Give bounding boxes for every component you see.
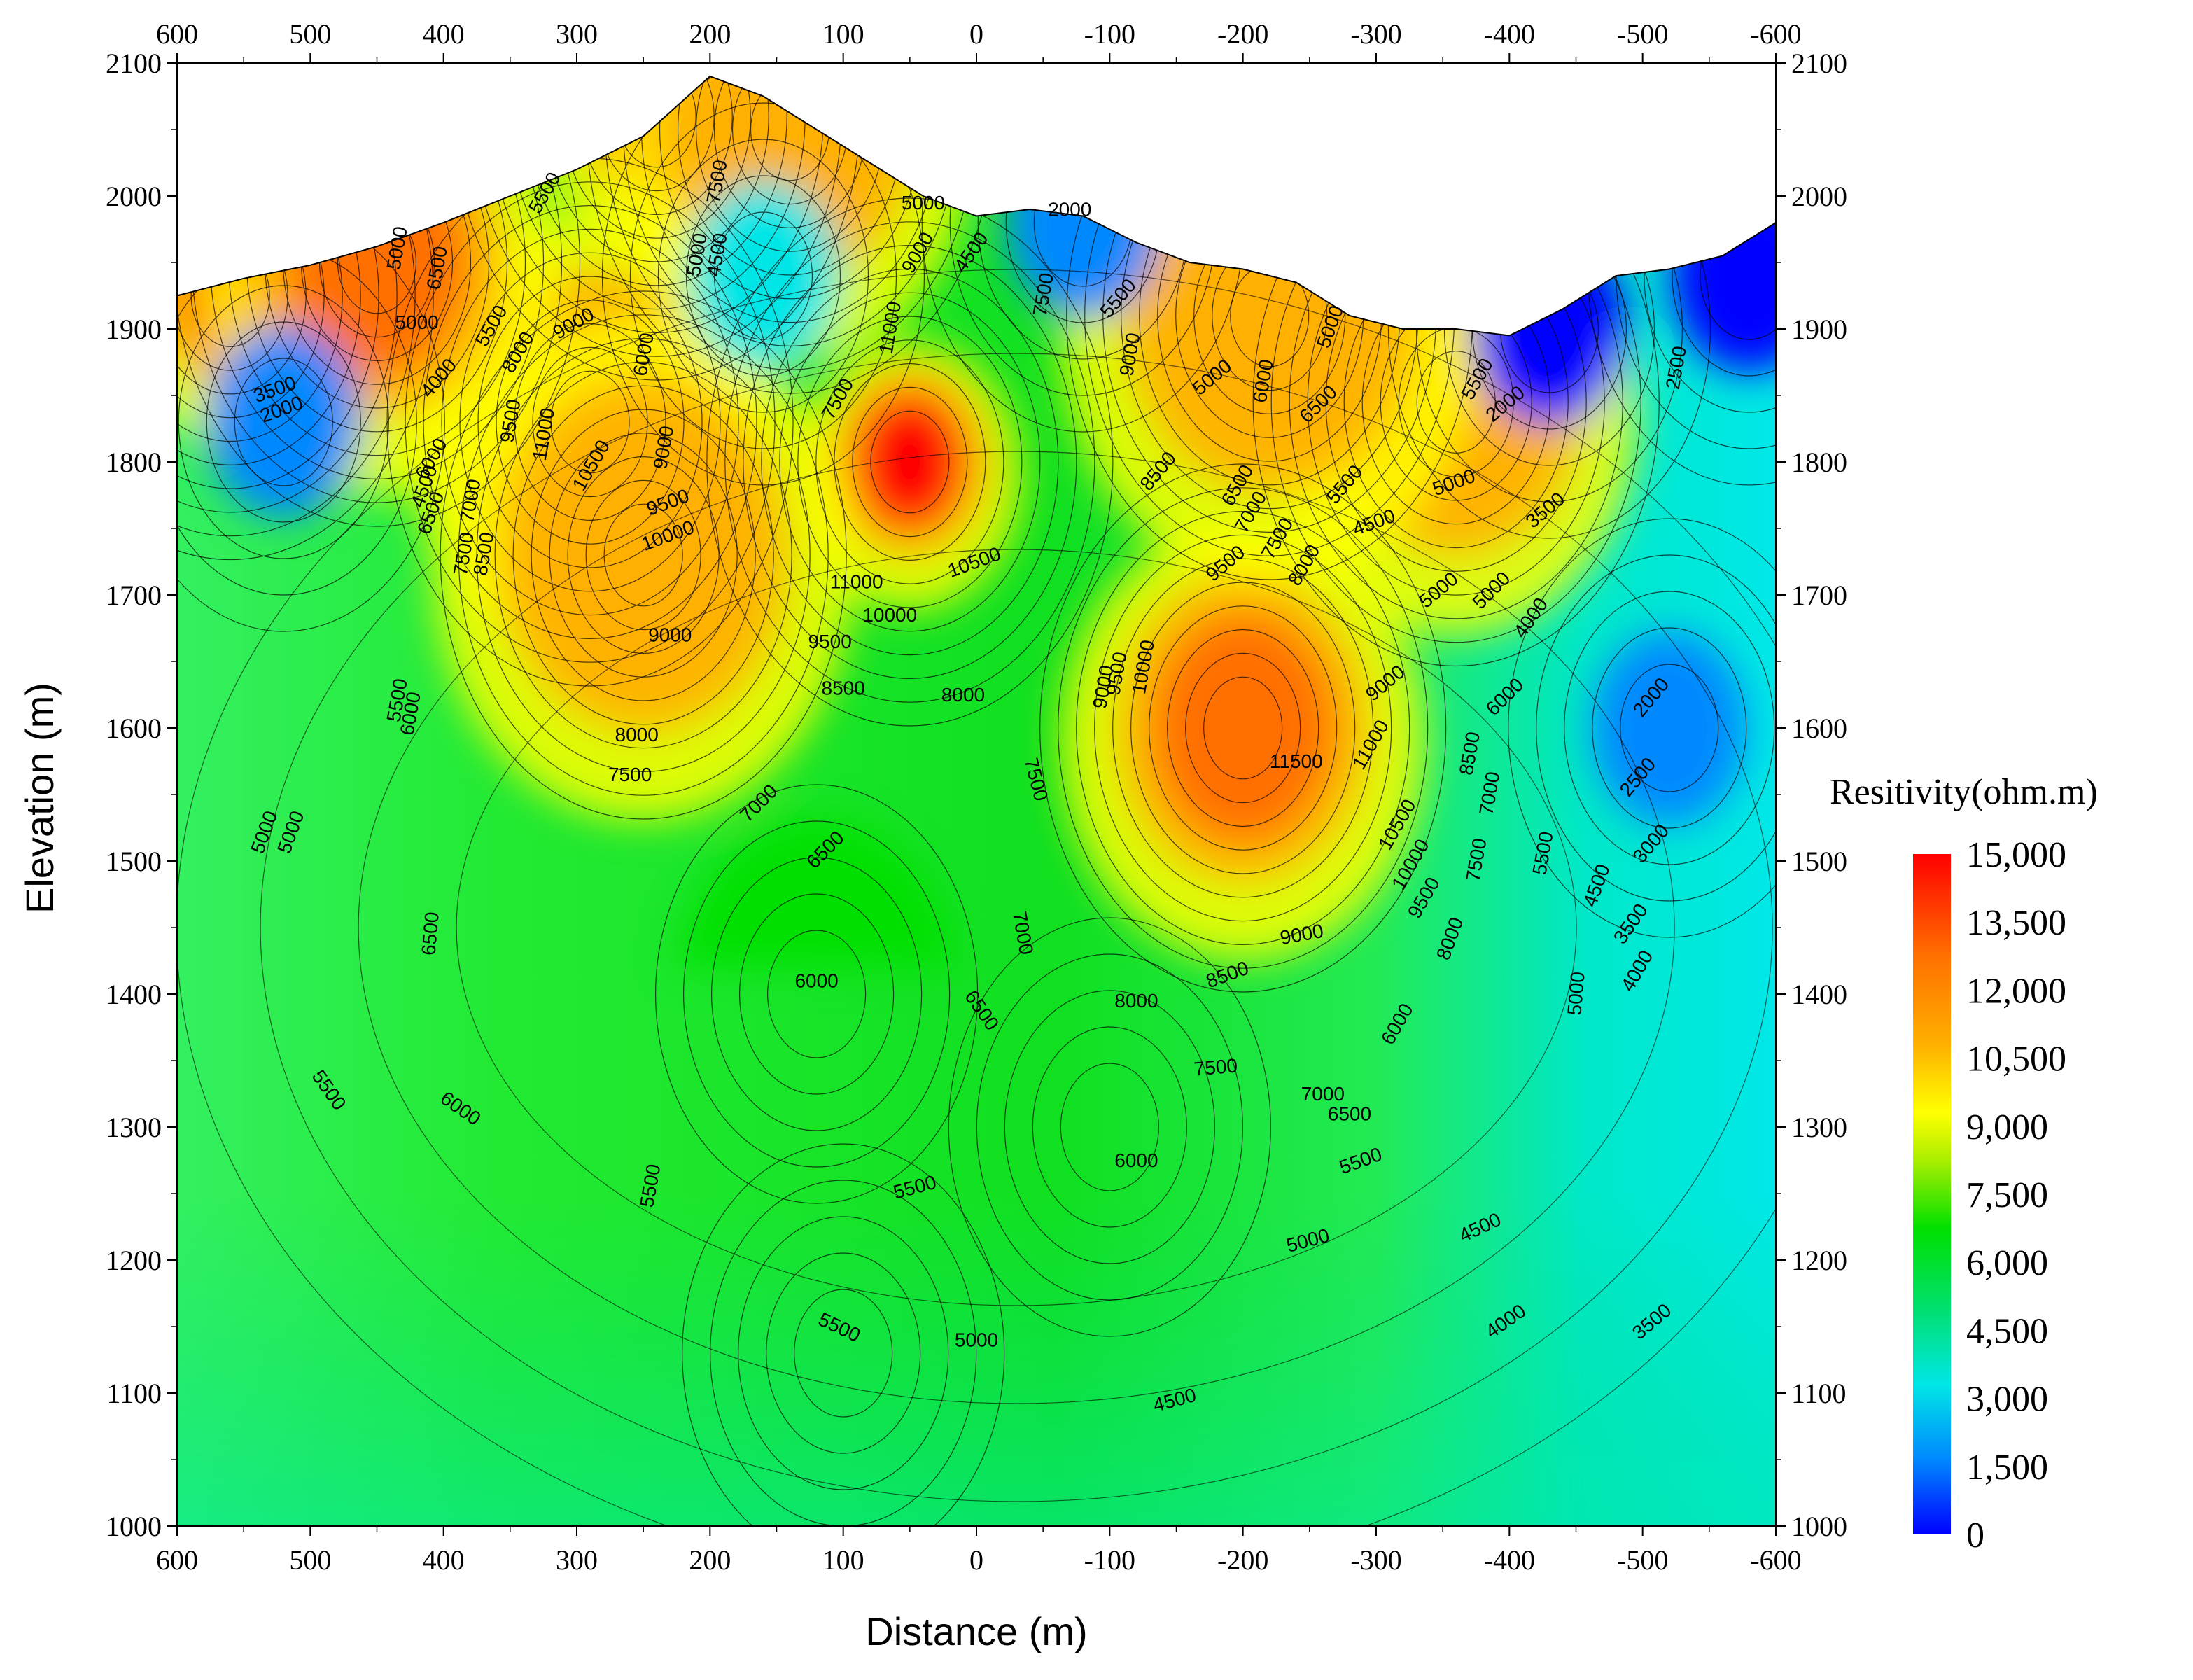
anomaly-core — [703, 1178, 983, 1528]
contour-label: 7500 — [608, 764, 652, 785]
contour-label: 8500 — [822, 678, 865, 699]
y-tick-label: 1200 — [106, 1245, 162, 1276]
y-tick-label: 1500 — [106, 846, 162, 877]
colorbar-tick-label: 0 — [1966, 1516, 1984, 1555]
x-tick-label-top: 100 — [822, 18, 864, 50]
x-tick-label: -500 — [1617, 1544, 1668, 1576]
y-tick-label-right: 2000 — [1791, 181, 1847, 212]
x-tick-label-top: -300 — [1350, 18, 1401, 50]
x-tick-label: -300 — [1350, 1544, 1401, 1576]
x-tick-label: 200 — [689, 1544, 731, 1576]
x-tick-label: 0 — [969, 1544, 983, 1576]
contour-label: 5000 — [395, 312, 438, 333]
x-tick-label: 400 — [423, 1544, 465, 1576]
contour-label: 8000 — [615, 724, 659, 746]
colorbar-tick-label: 12,000 — [1966, 971, 2066, 1011]
contour-label: 11000 — [830, 571, 883, 593]
y-tick-label-right: 1700 — [1791, 580, 1847, 611]
contour-label: 9000 — [648, 624, 692, 646]
y-tick-label: 1100 — [106, 1378, 162, 1409]
y-tick-label: 1000 — [106, 1511, 162, 1542]
contour-label: 9500 — [808, 631, 851, 652]
x-tick-label: -400 — [1484, 1544, 1535, 1576]
contour-label: 2000 — [1048, 199, 1091, 220]
x-axis-bottom: 600 500 400 300 200 100 0 -100 -200 -300 -400 -500 -… — [156, 1526, 1802, 1576]
x-tick-label-top: 0 — [969, 18, 983, 50]
contour-label: 5000 — [1563, 971, 1588, 1016]
colorbar-tick-label: 13,500 — [1966, 903, 2066, 943]
y-tick-label-right: 1000 — [1791, 1511, 1847, 1542]
contour-label: 7000 — [1301, 1083, 1345, 1105]
y-tick-label: 1700 — [106, 580, 162, 611]
x-tick-label-top: 500 — [289, 18, 331, 50]
colorbar — [1913, 854, 1951, 1534]
colorbar-tick-label: 1,500 — [1966, 1448, 2048, 1488]
y-tick-label-right: 2100 — [1791, 48, 1847, 79]
x-tick-label-top: 400 — [423, 18, 465, 50]
contour-label: 5000 — [955, 1329, 998, 1351]
y-axis-left: 1000 1100 1200 1300 1400 1500 1600 1700 1800 1900… — [106, 48, 177, 1542]
x-tick-label: 600 — [156, 1544, 198, 1576]
x-tick-label: -600 — [1750, 1544, 1801, 1576]
colorbar-tick-label: 9,000 — [1966, 1107, 2048, 1147]
x-axis-title: Distance (m) — [865, 1609, 1087, 1653]
contour-label: 10000 — [862, 604, 917, 626]
contour-label: 6500 — [1328, 1103, 1371, 1125]
y-tick-label: 2000 — [106, 181, 162, 212]
y-tick-label: 1300 — [106, 1112, 162, 1143]
x-tick-label: 300 — [556, 1544, 598, 1576]
contour-label: 7500 — [1193, 1054, 1238, 1079]
x-tick-label: -200 — [1217, 1544, 1268, 1576]
contour-label: 5000 — [902, 192, 945, 214]
y-tick-label-right: 1200 — [1791, 1245, 1847, 1276]
x-tick-label-top: 200 — [689, 18, 731, 50]
anomaly-core — [538, 424, 748, 687]
colorbar-tick-label: 10,500 — [1966, 1040, 2066, 1079]
x-tick-label-top: -100 — [1084, 18, 1135, 50]
y-tick-label-right: 1600 — [1791, 713, 1847, 744]
x-tick-label-top: -500 — [1617, 18, 1668, 50]
x-tick-label-top: -200 — [1217, 18, 1268, 50]
contour-label: 8000 — [941, 684, 985, 706]
y-tick-label-right: 1300 — [1791, 1112, 1847, 1143]
y-axis-title: Elevation (m) — [17, 682, 62, 913]
anomaly-core — [206, 326, 360, 519]
x-tick-label: -100 — [1084, 1544, 1135, 1576]
x-tick-label: 500 — [289, 1544, 331, 1576]
contour-label: 11500 — [1270, 750, 1323, 772]
y-tick-label-right: 1400 — [1791, 979, 1847, 1010]
contour-label: 6000 — [1114, 1149, 1158, 1171]
colorbar-tick-label: 6,000 — [1966, 1243, 2048, 1283]
y-tick-label-right: 1500 — [1791, 846, 1847, 877]
anomaly-core — [969, 952, 1249, 1302]
y-tick-label-right: 1800 — [1791, 447, 1847, 478]
y-tick-label-right: 1100 — [1791, 1378, 1847, 1409]
x-tick-label-top: 600 — [156, 18, 198, 50]
x-tick-label-top: -600 — [1750, 18, 1801, 50]
x-axis-top: 600 500 400 300 200 100 0 -100 -200 -300 -400 -500 -… — [156, 18, 1802, 63]
x-tick-label-top: -400 — [1484, 18, 1535, 50]
y-tick-label: 2100 — [106, 48, 162, 79]
colorbar-tick-label: 7,500 — [1966, 1175, 2048, 1215]
anomaly-core — [1592, 632, 1746, 825]
y-tick-label: 1600 — [106, 713, 162, 744]
x-tick-label: 100 — [822, 1544, 864, 1576]
anomaly-core — [1152, 615, 1334, 842]
y-tick-label: 1800 — [106, 447, 162, 478]
colorbar-title: Resitivity(ohm.m) — [1830, 772, 2098, 812]
contour-label: 8000 — [1114, 990, 1158, 1011]
y-tick-label-right: 1900 — [1791, 314, 1847, 345]
x-tick-label-top: 300 — [556, 18, 598, 50]
y-tick-label: 1400 — [106, 979, 162, 1010]
y-tick-label: 1900 — [106, 314, 162, 345]
colorbar-ticks: 15,000 13,500 12,000 10,500 9,000 7,500 6,000 4… — [1966, 835, 2066, 1555]
contour-label: 6000 — [794, 970, 838, 992]
colorbar-tick-label: 4,500 — [1966, 1311, 2048, 1351]
colorbar-tick-label: 15,000 — [1966, 835, 2066, 875]
colorbar-tick-label: 3,000 — [1966, 1380, 2048, 1420]
contour-label: 6500 — [418, 911, 443, 956]
